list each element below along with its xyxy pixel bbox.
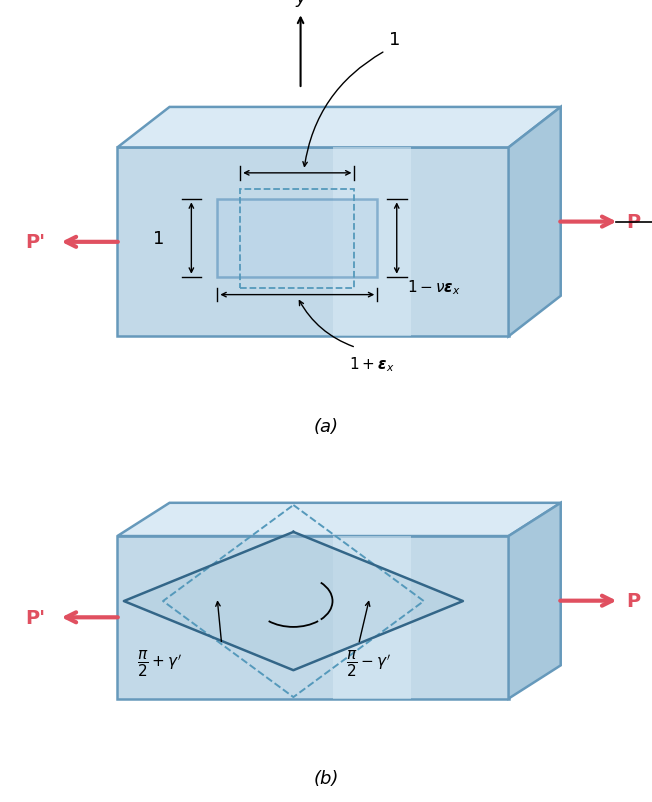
Polygon shape [333, 537, 411, 699]
Text: $1 - \nu\boldsymbol{\epsilon}_x$: $1 - \nu\boldsymbol{\epsilon}_x$ [407, 277, 460, 297]
Text: P': P' [25, 608, 46, 627]
Polygon shape [117, 148, 509, 337]
Text: (b): (b) [314, 769, 338, 788]
Text: 1: 1 [153, 229, 164, 248]
Text: $\dfrac{\pi}{2} + \gamma^{\prime}$: $\dfrac{\pi}{2} + \gamma^{\prime}$ [137, 648, 182, 678]
Polygon shape [333, 148, 411, 337]
Text: y: y [295, 0, 306, 6]
Polygon shape [117, 537, 509, 699]
Polygon shape [124, 533, 463, 670]
Polygon shape [509, 503, 561, 699]
Polygon shape [509, 107, 561, 337]
Text: P: P [626, 213, 640, 232]
Bar [218, 200, 377, 277]
Bar [241, 189, 355, 288]
Text: (a): (a) [314, 418, 338, 435]
Text: P: P [626, 591, 640, 610]
Polygon shape [117, 107, 561, 148]
Text: 1: 1 [389, 31, 400, 50]
Text: $\dfrac{\pi}{2} - \gamma^{\prime}$: $\dfrac{\pi}{2} - \gamma^{\prime}$ [346, 648, 391, 678]
Text: P': P' [25, 233, 46, 252]
Text: $1 + \boldsymbol{\epsilon}_x$: $1 + \boldsymbol{\epsilon}_x$ [349, 354, 395, 373]
Polygon shape [117, 503, 561, 537]
